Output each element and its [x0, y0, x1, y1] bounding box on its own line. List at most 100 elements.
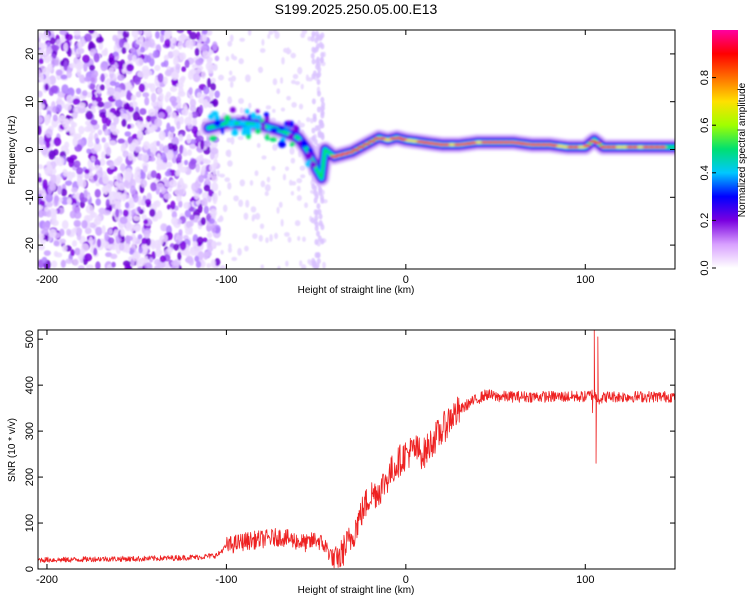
- spectrogram-noise-blob: [232, 55, 238, 61]
- spectrogram-noise-blob: [229, 70, 233, 76]
- spectrogram-noise-blob: [191, 182, 199, 192]
- spectrogram-noise-blob: [42, 179, 48, 189]
- spectrogram-ridge-peak: [346, 151, 355, 154]
- snr-xtick-label: 0: [403, 574, 409, 586]
- spectrogram-noise-blob: [100, 73, 105, 83]
- spectrogram-noise-blob: [46, 55, 53, 62]
- spectrogram-ridge-blob: [253, 123, 262, 130]
- spectrogram-noise-blob: [57, 156, 65, 167]
- colorbar-gradient: [712, 30, 738, 268]
- spectrogram-noise-blob: [150, 170, 157, 179]
- spectrogram-noise-blob: [61, 188, 68, 197]
- spectrogram-noise-blob: [143, 230, 151, 239]
- spectrogram-noise-blob: [218, 74, 225, 81]
- spectrogram-noise-blob: [120, 90, 127, 98]
- spectrogram-noise-blob: [207, 103, 213, 108]
- spectrogram-noise-blob: [200, 70, 206, 79]
- spectrogram-noise-blob: [196, 92, 202, 99]
- spectrogram-ridge-blob: [270, 127, 278, 133]
- spectrogram-noise-blob: [70, 249, 75, 257]
- spectrogram-noise-blob: [127, 152, 134, 161]
- spectrogram-noise-blob: [186, 133, 192, 144]
- spectrogram-noise-blob: [130, 47, 136, 53]
- spectrogram-noise-blob: [231, 256, 238, 261]
- spectrogram-noise-blob: [237, 136, 244, 141]
- spectrogram-noise-blob: [289, 147, 295, 155]
- spectrogram-noise-blob: [114, 200, 122, 211]
- spectrogram-noise-blob: [145, 55, 152, 63]
- spectrogram-noise-blob: [171, 210, 178, 219]
- spectrogram-noise-blob: [57, 185, 62, 195]
- spectrogram-noise-blob: [66, 70, 72, 79]
- spectrogram-noise-blob: [227, 182, 232, 190]
- spectrogram-noise-blob: [109, 199, 117, 205]
- spectrogram-noise-blob: [228, 243, 232, 250]
- spectrogram-noise-blob: [103, 241, 110, 249]
- spectrogram-noise-blob: [154, 117, 163, 128]
- spectrogram-noise-blob: [227, 96, 233, 105]
- spectrogram-noise-blob: [101, 114, 107, 125]
- spectrogram-noise-blob: [158, 130, 166, 141]
- spectrogram-noise-blob: [49, 183, 57, 192]
- spectrogram-noise-blob: [45, 47, 50, 56]
- spectrogram-noise-blob: [164, 30, 170, 40]
- spectrogram-ridge-blob: [278, 140, 286, 148]
- spectrogram-noise-blob: [179, 240, 187, 251]
- spectrogram-noise-blob: [178, 40, 183, 47]
- spectrogram-noise-blob: [160, 62, 166, 68]
- spectrogram-noise-blob: [64, 33, 73, 41]
- spectrogram-noise-blob: [129, 178, 136, 188]
- spectrogram-noise-blob: [195, 260, 202, 269]
- spectrogram-noise-blob: [264, 191, 269, 197]
- spectrogram-noise-blob: [151, 251, 156, 260]
- spectrogram-noise-blob: [121, 47, 127, 54]
- spectrogram-noise-blob: [50, 57, 56, 68]
- spectrogram-noise-blob: [311, 183, 316, 190]
- spectrogram-noise-blob: [64, 141, 70, 149]
- spectrogram-ridge-blob: [240, 115, 246, 121]
- spectrogram-noise-blob: [214, 55, 220, 62]
- spectrogram-noise-blob: [66, 228, 71, 236]
- spectrogram-noise-blob: [189, 214, 195, 221]
- colorbar: 0.0 0.2 0.4 0.6 0.8 Normalized spectral ampl…: [699, 30, 748, 276]
- spectrogram-noise-blob: [260, 264, 265, 269]
- spectrogram-noise-blob: [105, 198, 110, 208]
- spectrogram-noise-blob: [204, 250, 213, 257]
- spectrogram-noise-blob: [171, 136, 180, 147]
- spectrogram-noise-blob: [307, 77, 313, 82]
- spectrogram-ridge-blob: [244, 127, 252, 136]
- spectrogram-noise-blob: [173, 243, 180, 251]
- spectrogram-noise-blob: [93, 142, 102, 153]
- spectrogram-noise-blob: [163, 144, 169, 154]
- spectrogram-noise-blob: [127, 53, 133, 61]
- spectrogram-noise-blob: [44, 114, 49, 123]
- spectrogram-noise-blob: [39, 236, 44, 244]
- spectrogram-noise-blob: [192, 118, 198, 126]
- spectrogram-noise-blob: [105, 111, 113, 117]
- spectrogram-noise-blob: [276, 206, 280, 214]
- spectrogram-noise-blob: [87, 136, 92, 143]
- spectrogram-noise-blob: [141, 171, 146, 180]
- spectrogram-noise-blob: [309, 118, 314, 124]
- spectrogram-noise-blob: [179, 116, 184, 125]
- spectrogram-noise-blob: [89, 212, 98, 218]
- spectrogram-noise-blob: [52, 114, 58, 122]
- spectrogram-noise-blob: [64, 103, 72, 111]
- spectrogram-noise-blob: [127, 136, 134, 145]
- spectrogram-noise-blob: [261, 155, 267, 160]
- spectrogram-noise-blob: [167, 51, 174, 59]
- spectrogram-noise-blob: [50, 174, 58, 184]
- spectrogram-noise-blob: [238, 58, 244, 65]
- spectrogram-noise-blob: [89, 82, 96, 90]
- spectrogram-noise-blob: [202, 50, 209, 58]
- spectrogram-noise-blob: [301, 264, 307, 269]
- spectrogram-noise-blob: [319, 57, 324, 64]
- spectrogram-noise-blob: [124, 243, 131, 254]
- spectrogram-noise-blob: [200, 140, 205, 150]
- spectrogram-noise-blob: [245, 74, 251, 83]
- spectrogram-noise-blob: [203, 184, 211, 192]
- spectrogram-noise-blob: [50, 37, 56, 45]
- spectrogram-noise-blob: [188, 31, 197, 40]
- spectrogram-noise-blob: [138, 246, 143, 254]
- spectrogram-noise-blob: [271, 165, 276, 171]
